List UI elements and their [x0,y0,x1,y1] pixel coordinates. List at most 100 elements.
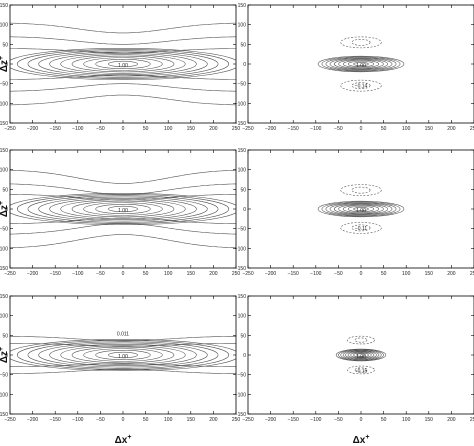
x-tick-label: 0 [122,271,125,277]
contour-level [10,217,236,224]
contour-lines [10,169,236,249]
contour-level [10,47,236,81]
contour-level [10,363,236,367]
x-tick-label: −150 [288,126,299,132]
y-tick-label: 0 [243,207,246,213]
contour-level [38,342,208,368]
x-tick-label: 250 [232,271,241,277]
contour-level [342,350,380,360]
contour-level [95,58,151,70]
y-tick-label: −150 [0,121,8,127]
y-axis-title-sup: + [0,347,5,351]
contour-label: 1.00 [118,63,128,69]
x-axis-title-sup: + [365,434,369,441]
contour-level [108,60,138,68]
contour-level [329,57,393,71]
y-tick-label: −100 [0,246,8,252]
contour-level [60,199,186,219]
x-axis-title-sup: + [127,434,131,441]
contour-level [353,62,369,66]
contour-label: −0.14 [355,84,368,90]
x-tick-label: 0 [360,271,363,277]
negative-contour [340,184,382,196]
contour-level [335,348,387,362]
x-tick-label: 150 [187,126,196,132]
negative-contour [340,222,382,234]
x-tick-label: −100 [310,271,321,277]
x-tick-label: 0 [360,417,363,423]
x-tick-label: 100 [402,271,411,277]
contour-level [321,201,401,217]
y-axis-title-base: Δz [0,205,10,217]
y-tick-label: −150 [235,412,246,418]
y-tick-label: 50 [240,42,246,48]
y-tick-label: 0 [5,207,8,213]
contour-level [338,59,384,69]
contour-level [71,200,175,218]
y-tick-label: −100 [0,101,8,107]
x-tick-label: −250 [242,417,253,423]
y-tick-label: 0 [5,62,8,68]
y-tick-label: 100 [238,168,247,174]
x-tick-label: −150 [288,271,299,277]
y-axis-title-base: Δz [0,60,10,72]
contour-level [10,338,236,372]
contour-level [10,183,236,195]
contour-lines [335,335,387,375]
contour-level [27,341,219,369]
y-tick-label: 50 [240,187,246,193]
x-tick-label: −200 [265,271,276,277]
contour-level [345,350,377,360]
x-tick-label: 100 [164,417,173,423]
contour-level [353,352,369,358]
panel-r2-c1: −250 −200 −150 −100 −50 0 50 100 150 200 250 150 100… [0,148,240,277]
x-tick-label: −250 [4,126,15,132]
x-tick-label: 50 [381,126,387,132]
contour-level [321,56,401,72]
contour-level [10,234,236,249]
negative-contour [351,39,371,46]
contour-level [317,200,405,218]
contour-level [71,346,175,364]
y-tick-label: 150 [238,3,247,9]
contour-level [10,36,236,45]
contour-label: 0.011 [117,331,129,337]
panel-r1-c1: −250 −200 −150 −100 −50 0 50 100 150 200 250 150 100… [0,3,240,132]
x-tick-label: 200 [209,126,218,132]
contour-lines [317,184,405,234]
x-tick-label: 100 [164,271,173,277]
x-tick-label: 50 [381,271,387,277]
x-tick-label: −100 [72,126,83,132]
negative-contour [351,186,371,194]
contour-level [347,351,375,359]
x-axis-title-base: Δx [115,435,128,446]
y-tick-label: 50 [2,187,8,193]
x-axis-title: Δx+ [353,434,370,446]
negative-contour [351,82,371,89]
contour-level [10,169,236,184]
x-tick-label: −50 [334,271,343,277]
x-tick-label: −100 [310,417,321,423]
contour-label: 1.00 [356,63,366,69]
contour-level [342,205,380,213]
y-tick-label: −50 [238,227,247,233]
y-axis-title: Δz+ [0,56,10,72]
y-tick-label: −50 [0,373,8,379]
y-axis-title-sup: + [0,201,5,205]
x-tick-label: −50 [96,271,105,277]
contour-level [340,349,382,361]
x-tick-label: 250 [232,126,241,132]
x-tick-label: −100 [72,271,83,277]
y-tick-label: −50 [238,373,247,379]
y-tick-label: −50 [0,227,8,233]
x-axis-title: Δx+ [115,434,132,446]
x-tick-label: −150 [50,417,61,423]
y-axis-title: Δz+ [0,201,10,217]
x-tick-label: −200 [27,417,38,423]
x-tick-label: 150 [425,126,434,132]
x-tick-label: 250 [470,417,474,423]
y-tick-label: −100 [235,392,246,398]
x-tick-label: 250 [232,417,241,423]
contour-level [325,202,397,216]
panel-r3-c1: −250 −200 −150 −100 −50 0 50 100 150 200 250 150 100… [0,294,240,423]
